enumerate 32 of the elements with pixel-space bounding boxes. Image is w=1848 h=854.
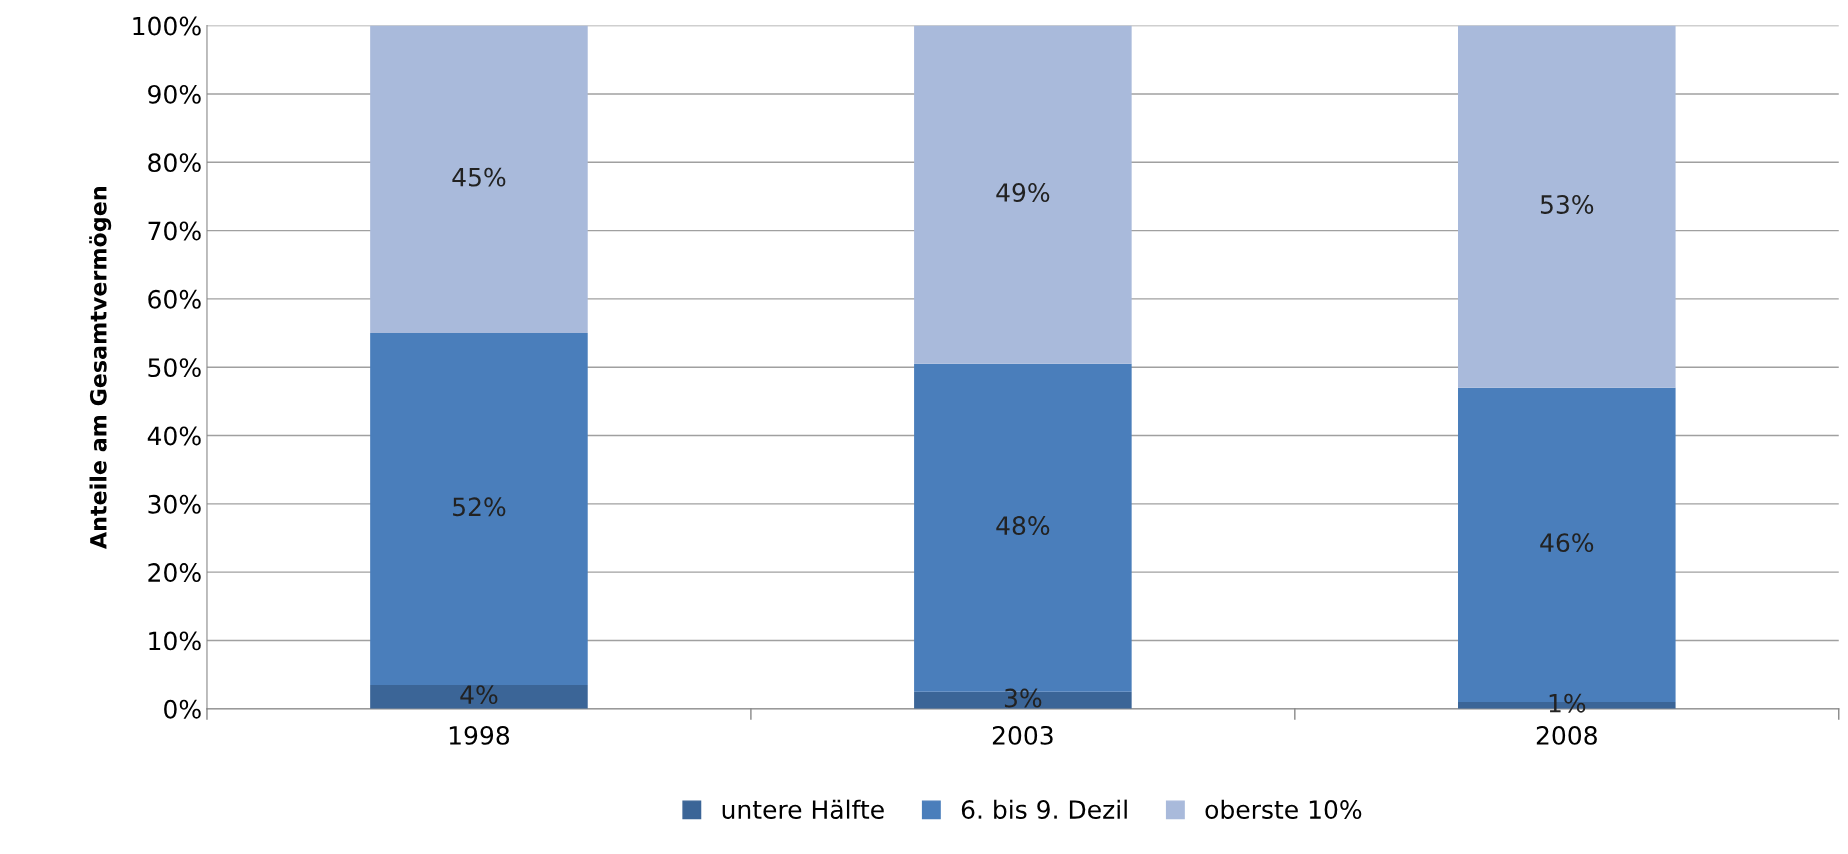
data-label: 48% — [996, 516, 1050, 536]
y-tick-label: 40% — [147, 426, 201, 446]
y-tick-label: 90% — [148, 84, 201, 104]
data-label: 52% — [453, 497, 506, 517]
legend-label: 6. bis 9. Dezil — [961, 799, 1127, 819]
x-tick-label: 2008 — [1536, 725, 1597, 745]
y-tick-label: 50% — [148, 358, 201, 378]
bar — [370, 684, 588, 709]
y-tick-label: 20% — [148, 563, 201, 583]
bar — [1458, 25, 1676, 388]
data-label: 3% — [1004, 688, 1042, 708]
y-tick-label: 100% — [133, 16, 201, 36]
data-label: 49% — [996, 183, 1050, 202]
data-label: 45% — [452, 167, 506, 187]
y-tick-label: 60% — [148, 289, 201, 309]
y-tick-label: 70% — [148, 221, 201, 241]
y-axis-title: Anteile am Gesamtvermögen — [89, 187, 112, 549]
x-tick-label: 1998 — [449, 725, 510, 745]
y-tick-label: 10% — [149, 631, 201, 651]
y-tick-label: 80% — [148, 153, 201, 173]
x-tick-label: 2003 — [992, 725, 1053, 745]
data-label: 4% — [460, 685, 498, 705]
data-label: 1% — [1549, 693, 1586, 713]
y-tick-label: 30% — [148, 494, 201, 514]
bar — [370, 25, 588, 334]
y-tick-label: 0% — [164, 699, 201, 719]
legend-label: oberste 10% — [1205, 799, 1362, 819]
data-label: 53% — [1540, 195, 1594, 214]
data-label: 46% — [1540, 533, 1594, 553]
bar — [914, 25, 1132, 364]
legend-label: untere Hälfte — [722, 799, 884, 819]
bar — [370, 333, 588, 685]
